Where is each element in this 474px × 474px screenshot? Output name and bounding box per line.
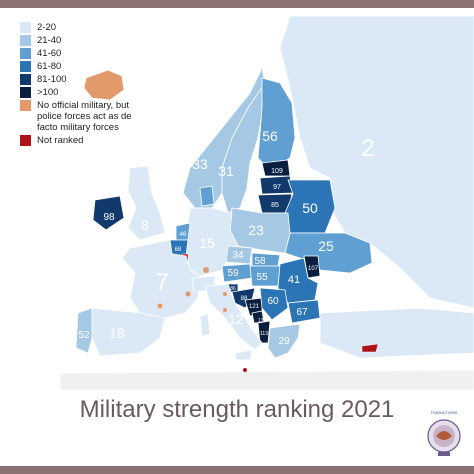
label-norway: 33	[192, 156, 208, 172]
label-slovakia: 58	[254, 256, 266, 267]
label-spain: 18	[109, 325, 125, 341]
brand-seal-logo: TRANSITIONS	[427, 410, 461, 456]
region-vatican[interactable]	[223, 308, 227, 312]
label-austria: 59	[227, 268, 239, 279]
label-croatia: 88	[241, 296, 248, 302]
label-poland: 23	[248, 222, 264, 238]
legend-label: 61-80	[37, 61, 62, 72]
label-estonia: 109	[271, 168, 283, 175]
legend-item-81-100: 81-100	[20, 74, 170, 85]
label-netherlands: 46	[180, 232, 187, 238]
region-andorra[interactable]	[157, 303, 163, 309]
label-sweden: 31	[218, 163, 234, 179]
label-czechia: 34	[232, 250, 244, 261]
label-portugal: 52	[78, 330, 90, 341]
label-albania: 113	[260, 331, 268, 337]
legend-swatch	[20, 87, 31, 98]
label-greece: 29	[278, 336, 290, 347]
legend-item-over-100: >100	[20, 87, 170, 98]
legend-label: 2-20	[37, 22, 57, 33]
label-ukraine: 25	[318, 238, 334, 254]
region-albania[interactable]	[257, 320, 271, 344]
label-finland: 56	[262, 128, 278, 144]
legend-swatch	[20, 135, 31, 146]
map-legend: 2-20 21-40 41-60 61-80 81-100 >100 No of…	[20, 22, 170, 148]
label-ireland: 98	[103, 212, 115, 223]
label-moldova: 107	[308, 266, 319, 272]
label-bosnia: 121	[249, 304, 260, 310]
region-greece[interactable]	[267, 323, 301, 359]
legend-swatch	[20, 100, 31, 111]
top-frame-bar	[0, 0, 474, 8]
label-lithuania: 85	[271, 202, 279, 209]
label-latvia: 97	[273, 184, 281, 191]
legend-swatch	[20, 48, 31, 59]
legend-label: 21-40	[37, 35, 62, 46]
seal-text: TRANSITIONS	[431, 410, 458, 415]
legend-label: 81-100	[37, 74, 67, 85]
seal-ribbon-icon	[438, 452, 450, 456]
label-uk: 8	[141, 217, 149, 233]
bottom-frame-bar	[0, 466, 474, 474]
legend-item-2-20: 2-20	[20, 22, 170, 33]
label-germany: 15	[199, 235, 215, 251]
label-russia: 2	[361, 135, 374, 162]
legend-swatch	[20, 22, 31, 33]
label-serbia: 60	[267, 296, 279, 307]
region-north-africa	[59, 369, 474, 390]
label-france: 7	[155, 269, 168, 296]
page-title: Military strength ranking 2021	[79, 396, 395, 423]
region-liechtenstein[interactable]	[203, 267, 209, 273]
region-sicily	[234, 349, 253, 361]
legend-item-21-40: 21-40	[20, 35, 170, 46]
region-san-marino[interactable]	[223, 292, 227, 296]
region-malta[interactable]	[243, 368, 247, 372]
region-portugal[interactable]	[75, 307, 93, 354]
region-russia[interactable]	[279, 15, 474, 309]
region-spain[interactable]	[91, 307, 166, 357]
region-czechia[interactable]	[225, 245, 253, 265]
legend-label: >100	[37, 87, 59, 98]
label-romania: 41	[288, 274, 300, 286]
region-uk[interactable]	[127, 165, 166, 241]
region-italy[interactable]	[204, 283, 263, 351]
legend-label: No official military, but police forces …	[37, 100, 132, 133]
legend-label: 41-60	[37, 48, 62, 59]
legend-label: Not ranked	[37, 135, 84, 146]
legend-swatch	[20, 61, 31, 72]
region-denmark[interactable]	[199, 185, 215, 207]
seal-figure-icon	[436, 431, 452, 440]
label-belarus: 50	[302, 200, 318, 216]
legend-item-no-military: No official military, but police forces …	[20, 100, 170, 133]
region-ireland[interactable]	[92, 195, 125, 231]
label-bulgaria: 67	[296, 307, 308, 318]
label-belgium: 68	[175, 247, 182, 253]
legend-item-not-ranked: Not ranked	[20, 135, 170, 146]
label-hungary: 55	[256, 272, 268, 283]
region-turkey	[319, 307, 474, 359]
legend-swatch	[20, 74, 31, 85]
region-monaco[interactable]	[185, 291, 191, 297]
region-serbia[interactable]	[259, 287, 289, 321]
label-slovenia: 86	[230, 286, 236, 292]
legend-item-41-60: 41-60	[20, 48, 170, 59]
legend-swatch	[20, 35, 31, 46]
label-italy: 12	[228, 311, 244, 327]
label-montenegro: 133	[258, 318, 267, 324]
region-sardinia	[199, 313, 211, 337]
region-iceland[interactable]	[83, 69, 125, 101]
legend-item-61-80: 61-80	[20, 61, 170, 72]
region-france[interactable]	[121, 239, 201, 319]
region-ukraine[interactable]	[284, 232, 373, 274]
region-cyprus[interactable]	[361, 343, 379, 353]
europe-map: 2 56 33 31 109 97 85 50 25 107 23 15 46 …	[0, 8, 474, 390]
